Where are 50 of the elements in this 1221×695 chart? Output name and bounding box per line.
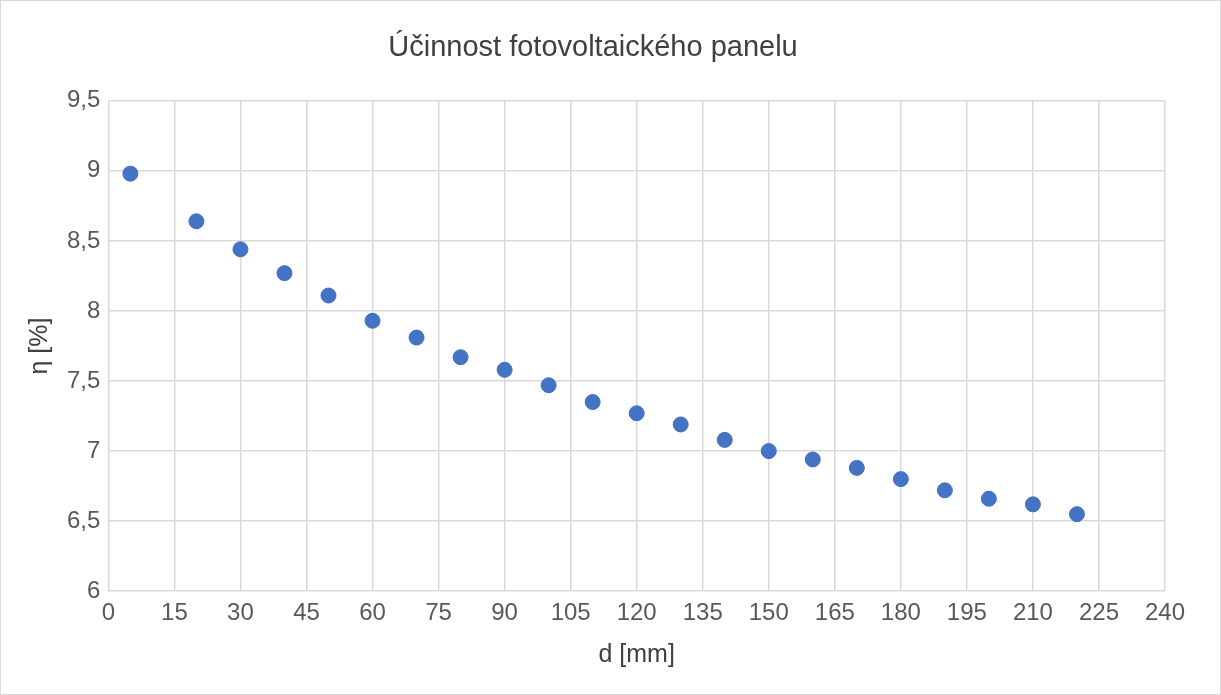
- y-axis-title: η [%]: [23, 317, 52, 375]
- x-tick-label: 75: [425, 598, 452, 626]
- chart-title: Účinnost fotovoltaického panelu: [388, 30, 798, 63]
- point: [936, 482, 953, 499]
- y-tick-label: 9: [87, 155, 101, 183]
- point: [760, 443, 777, 460]
- point: [122, 165, 139, 182]
- point: [452, 349, 469, 366]
- point: [276, 265, 293, 282]
- x-tick-label: 45: [293, 598, 320, 626]
- x-tick-label: 210: [1012, 598, 1053, 626]
- x-tick-label: 105: [550, 598, 591, 626]
- point: [188, 213, 205, 230]
- point: [628, 405, 645, 422]
- x-tick-label: 0: [101, 598, 116, 626]
- point: [364, 312, 381, 329]
- y-tick-label: 9,5: [66, 85, 101, 113]
- y-tick-label: 8: [87, 295, 101, 323]
- x-tick-label: 90: [491, 598, 518, 626]
- x-axis-title: d [mm]: [598, 638, 675, 667]
- y-tick-label: 7,5: [66, 365, 101, 393]
- point: [804, 451, 821, 468]
- point: [848, 459, 865, 476]
- point: [672, 416, 689, 433]
- point: [320, 287, 337, 304]
- y-tick-label: 6: [87, 575, 101, 603]
- point: [496, 361, 513, 378]
- x-tick-label: 60: [359, 598, 386, 626]
- x-tick-label: 15: [161, 598, 188, 626]
- point: [716, 431, 733, 448]
- y-tick-label: 8,5: [66, 225, 101, 253]
- x-tick-label: 240: [1144, 598, 1186, 626]
- point: [584, 394, 601, 411]
- point: [892, 471, 909, 488]
- x-tick-label: 195: [946, 598, 987, 626]
- y-tick-label: 6,5: [66, 505, 101, 533]
- x-tick-label: 30: [227, 598, 254, 626]
- point: [408, 329, 425, 346]
- x-tick-label: 180: [880, 598, 921, 626]
- x-tick-label: 150: [748, 598, 789, 626]
- point: [540, 377, 557, 394]
- point: [980, 490, 997, 507]
- x-tick-label: 135: [682, 598, 723, 626]
- point: [1068, 506, 1085, 523]
- x-tick-label: 165: [814, 598, 855, 626]
- point: [1024, 496, 1041, 513]
- point: [232, 241, 249, 258]
- x-tick-label: 225: [1078, 598, 1119, 626]
- y-tick-label: 7: [87, 435, 101, 463]
- x-tick-label: 120: [616, 598, 657, 626]
